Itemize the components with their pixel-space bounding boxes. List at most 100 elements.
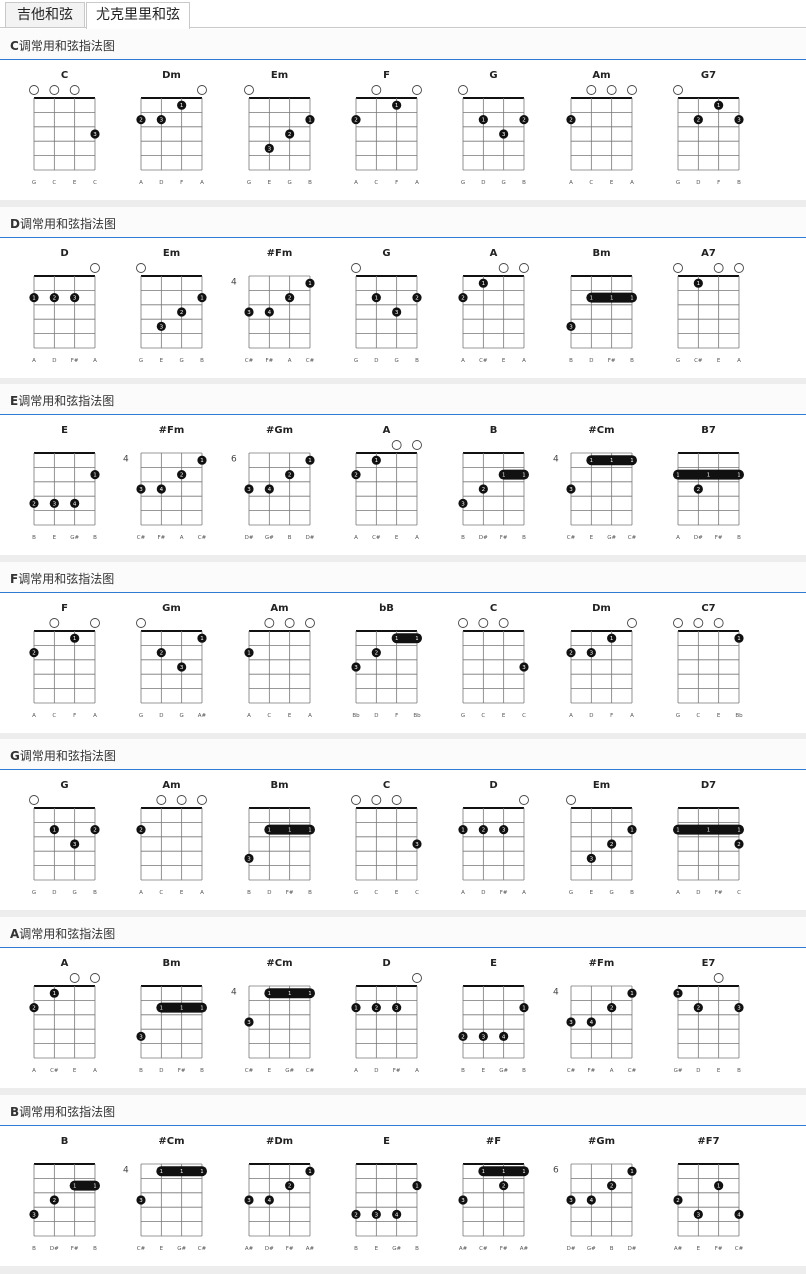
- chord-diagram-sharp-cm[interactable]: #Cm 4 1 1 1 3 C# E G# C#: [227, 948, 334, 1088]
- chord-diagram-d[interactable]: D 1 2 3 A D F# A: [334, 948, 441, 1088]
- chord-diagram-sharp-fm[interactable]: #Fm 4 3 4 2 1 C# F# A C#: [119, 415, 226, 555]
- string-note-label: A: [415, 535, 419, 541]
- chord-diagram-c7[interactable]: C7 1 G C E Bb: [656, 593, 763, 733]
- fretboard: [677, 275, 739, 348]
- finger-dot: [29, 498, 39, 509]
- string-note-label: G: [32, 890, 36, 896]
- chord-diagram-g[interactable]: G 1 3 2 G D G B: [12, 770, 119, 910]
- chord-diagram-em[interactable]: Em 3 2 1 G E G B: [227, 60, 334, 200]
- chord-diagram-am[interactable]: Am 2 A C E A: [119, 770, 226, 910]
- finger-dot: [586, 647, 596, 657]
- chord-diagram-sharp-fm[interactable]: #Fm 4 3 4 2 1 C# F# A C#: [227, 238, 334, 378]
- chord-diagram-sharp-dm[interactable]: #Dm 3 4 2 1 A# D# F# A#: [227, 1126, 334, 1266]
- string-note-label: A: [200, 890, 204, 896]
- chord-diagram-am[interactable]: Am 1 A C E A: [227, 593, 334, 733]
- finger-number: 3: [374, 1212, 378, 1218]
- section-divider: [0, 59, 806, 60]
- chord-diagram-bm[interactable]: Bm 1 1 1 3 B D F# B: [119, 948, 226, 1088]
- chord-diagram-d[interactable]: D 1 2 3 A D F# A: [441, 770, 548, 910]
- string-note-label: C: [737, 890, 741, 896]
- chord-diagram-sharp-gm[interactable]: #Gm 6 3 4 2 1 D# G# B D#: [549, 1126, 656, 1266]
- chord-diagram-sharp-f7[interactable]: #F7 2 3 1 4 A# E F# C#: [656, 1126, 763, 1266]
- fretboard: [355, 986, 417, 1058]
- chord-diagram-a[interactable]: A 2 1 A C# E A: [334, 415, 441, 555]
- chord-diagram-sharp-cm[interactable]: #Cm 4 1 1 1 3 C# E G# C#: [119, 1126, 226, 1266]
- chord-diagram-e[interactable]: E 2 3 4 1 B E G# B: [441, 948, 548, 1088]
- chord-diagram-f[interactable]: F 2 1 A C F A: [12, 593, 119, 733]
- chord-name: Am: [163, 780, 181, 791]
- string-note-label: E: [160, 1246, 164, 1252]
- chord-name: D: [382, 958, 390, 969]
- open-string-marker: [197, 795, 208, 806]
- tab-guitar-chords[interactable]: 吉他和弦: [5, 2, 85, 27]
- section-title: A调常用和弦指法图: [10, 925, 115, 942]
- chord-diagram-bm[interactable]: Bm 1 1 1 3 B D F# B: [227, 770, 334, 910]
- chord-svg: Em 3 2 1 G E G B: [243, 70, 315, 186]
- chord-name: E: [383, 1136, 390, 1147]
- string-note-label: C: [374, 890, 378, 896]
- tab-ukulele-chords[interactable]: 尤克里里和弦: [86, 2, 190, 29]
- chord-diagram-c[interactable]: C 3 G C E C: [12, 60, 119, 200]
- chord-diagram-bb[interactable]: bB 1 1 3 2 Bb D F Bb: [334, 593, 441, 733]
- chord-name: Dm: [162, 70, 181, 81]
- open-string-marker: [49, 85, 60, 95]
- chord-diagram-em[interactable]: Em 3 2 1 G E G B: [549, 770, 656, 910]
- finger-number: 2: [288, 1183, 292, 1189]
- finger-number: 1: [717, 103, 721, 109]
- chord-diagram-e[interactable]: E 2 3 4 1 B E G# B: [12, 415, 119, 555]
- string-note-label: F#: [71, 358, 79, 364]
- chord-diagram-sharp-fm[interactable]: #Fm 4 3 4 2 1 C# F# A C#: [549, 948, 656, 1088]
- finger-number: 1: [630, 991, 634, 997]
- chord-diagram-g[interactable]: G 1 3 2 G D G B: [334, 238, 441, 378]
- chord-name: #Cm: [266, 958, 292, 969]
- chord-diagram-c[interactable]: C 3 G C E C: [441, 593, 548, 733]
- chord-diagram-b7[interactable]: B7 1 1 1 2 A D# F# B: [656, 415, 763, 555]
- finger-number: 3: [140, 1034, 144, 1040]
- chord-diagram-e7[interactable]: E7 1 2 3 G# D E B: [656, 948, 763, 1088]
- chord-name: Am: [592, 70, 610, 81]
- chord-svg: F 2 1 A C F A: [29, 603, 100, 719]
- chord-diagram-f[interactable]: F 2 1 A C F A: [334, 60, 441, 200]
- chord-diagram-g[interactable]: G 1 3 2 G D G B: [441, 60, 548, 200]
- chord-diagram-e[interactable]: E 2 3 4 1 B E G# B: [334, 1126, 441, 1266]
- barre: [156, 1002, 208, 1013]
- barre-finger-label: 1: [395, 636, 398, 642]
- section-key: B: [10, 1104, 20, 1119]
- finger-number: 2: [502, 1183, 506, 1189]
- chord-diagram-a7[interactable]: A7 1 G C# E A: [656, 238, 763, 378]
- chord-diagram-g7[interactable]: G7 2 1 3 G D F B: [656, 60, 763, 200]
- chord-diagram-bm[interactable]: Bm 1 1 1 3 B D F# B: [549, 238, 656, 378]
- chord-diagram-gm[interactable]: Gm 2 3 1 G D G A#: [119, 593, 226, 733]
- chord-diagram-am[interactable]: Am 2 A C E A: [549, 60, 656, 200]
- chord-diagram-sharp-gm[interactable]: #Gm 6 3 4 2 1 D# G# B D#: [227, 415, 334, 555]
- finger-number: 3: [140, 1198, 144, 1204]
- barre-finger-label: 1: [523, 1169, 526, 1175]
- chord-diagram-d7[interactable]: D7 1 1 1 2 A D F# C: [656, 770, 763, 910]
- finger-number: 3: [461, 502, 465, 508]
- chord-diagram-sharp-f[interactable]: #F 1 1 1 3 2 A# C# F# A#: [441, 1126, 548, 1266]
- chord-diagram-dm[interactable]: Dm 2 3 1 A D F A: [549, 593, 656, 733]
- finger-number: 1: [73, 636, 77, 642]
- chord-diagram-b[interactable]: B 1 1 3 2 B D# F# B: [441, 415, 548, 555]
- chord-diagram-a[interactable]: A 2 1 A C# E A: [12, 948, 119, 1088]
- finger-dot: [70, 292, 80, 302]
- chord-svg: E7 1 2 3 G# D E B: [673, 958, 744, 1074]
- chord-name: C7: [701, 603, 715, 614]
- barre-finger-label: 1: [737, 473, 740, 479]
- chord-row: A 2 1 A C# E A Bm 1 1 1 3 B D F# B #Cm 4 1 1 1 3 C# E G# C# D 1 2 3 A D…: [0, 948, 806, 1088]
- string-note-label: G: [354, 358, 358, 364]
- finger-number: 3: [696, 1212, 700, 1218]
- chord-diagram-em[interactable]: Em 3 2 1 G E G B: [119, 238, 226, 378]
- chord-diagram-sharp-cm[interactable]: #Cm 4 1 1 1 3 C# E G# C#: [549, 415, 656, 555]
- chord-diagram-dm[interactable]: Dm 2 3 1 A D F A: [119, 60, 226, 200]
- barre-finger-label: 1: [160, 1006, 163, 1012]
- chord-diagram-c[interactable]: C 3 G C E C: [334, 770, 441, 910]
- chord-diagram-b[interactable]: B 1 1 3 2 B D# F# B: [12, 1126, 119, 1266]
- finger-dot: [243, 484, 254, 494]
- chord-diagram-d[interactable]: D 1 2 3 A D F# A: [12, 238, 119, 378]
- string-note-label: C#: [735, 1246, 744, 1252]
- chord-name: #Dm: [266, 1136, 293, 1147]
- finger-number: 3: [73, 842, 77, 848]
- section-title: D调常用和弦指法图: [10, 215, 116, 232]
- chord-diagram-a[interactable]: A 2 1 A C# E A: [441, 238, 548, 378]
